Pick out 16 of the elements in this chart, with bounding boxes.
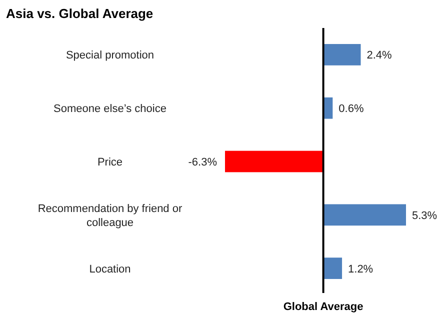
y-tick-label: Price	[97, 156, 123, 168]
y-tick-label: Recommendation by friend or colleague	[38, 202, 182, 229]
bar	[323, 204, 406, 226]
y-tick-label: Location	[89, 263, 131, 276]
bar	[323, 44, 361, 66]
y-tick-label: Someone else’s choice	[54, 103, 166, 116]
bar	[225, 150, 324, 172]
x-axis-title: Global Average	[283, 301, 364, 313]
data-label: 5.3%	[412, 210, 438, 222]
y-tick-label: Special promotion	[66, 50, 154, 62]
data-label: 0.6%	[338, 103, 364, 116]
data-label: 1.2%	[348, 263, 374, 276]
data-label: -6.3%	[188, 156, 218, 168]
data-label: 2.4%	[366, 50, 392, 62]
text: Asia vs. Global Average	[6, 6, 154, 21]
bar	[323, 258, 342, 279]
